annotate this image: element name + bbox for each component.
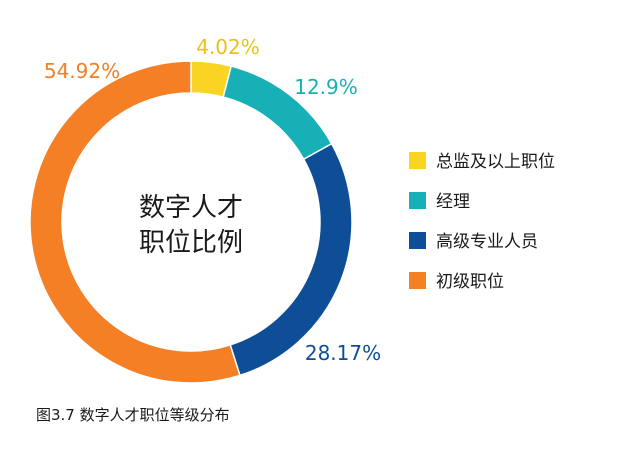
value-label-3: 28.17%	[305, 341, 381, 365]
center-label-line-2: 职位比例	[139, 228, 243, 258]
legend-label-4: 初级职位	[436, 272, 504, 292]
legend-swatch-1	[409, 152, 426, 169]
figure-caption: 图3.7 数字人才职位等级分布	[36, 406, 230, 424]
value-labels: 4.02% 12.9% 28.17% 54.92%	[44, 35, 381, 365]
legend-swatch-4	[409, 272, 426, 289]
donut-slices	[29, 60, 353, 384]
legend-label-3: 高级专业人员	[436, 232, 538, 252]
legend-label-2: 经理	[436, 192, 470, 212]
legend-swatch-3	[409, 232, 426, 249]
center-label-line-1: 数字人才	[139, 193, 243, 223]
legend-label-1: 总监及以上职位	[436, 152, 555, 172]
donut-slice-4	[29, 60, 241, 384]
value-label-4: 54.92%	[44, 59, 120, 83]
value-label-1: 4.02%	[196, 35, 260, 59]
value-label-2: 12.9%	[294, 75, 358, 99]
legend-swatch-2	[409, 192, 426, 209]
